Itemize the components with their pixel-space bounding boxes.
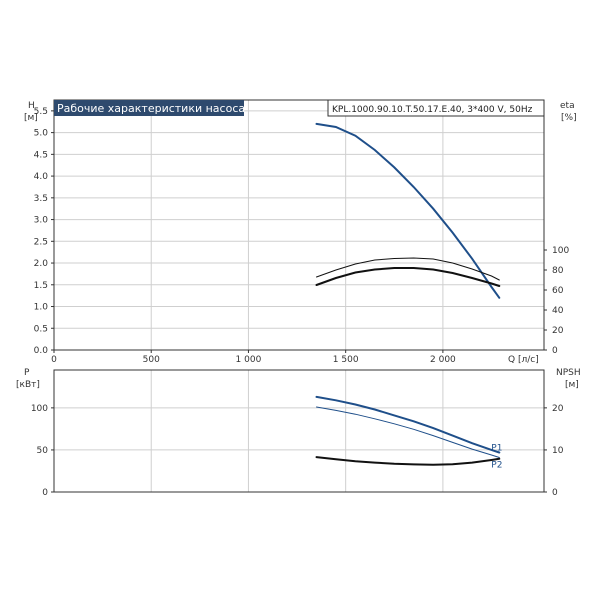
top-y-right-tick-label: 0 bbox=[552, 346, 558, 356]
bottom-series-1-line bbox=[316, 406, 500, 458]
top-series-2-line bbox=[315, 267, 501, 287]
bottom-y-left-tick-label: 50 bbox=[37, 446, 49, 456]
series-label-p2: P2 bbox=[491, 461, 502, 471]
bottom-y-left-tick-label: 100 bbox=[31, 404, 48, 414]
bottom-y-left-tick-label: 0 bbox=[42, 488, 48, 498]
top-series-1-line bbox=[316, 257, 500, 281]
y-left-label: H bbox=[28, 101, 35, 111]
y-right-unit: [%] bbox=[561, 113, 577, 123]
chart-title-box bbox=[54, 100, 244, 116]
top-y-right-tick-label: 60 bbox=[552, 286, 564, 296]
y-right-unit-bottom: [м] bbox=[565, 380, 579, 390]
bottom-series-2-line bbox=[315, 456, 501, 466]
top-y-left-tick-label: 3.5 bbox=[34, 194, 48, 204]
bottom-y-right-tick-label: 10 bbox=[552, 446, 564, 456]
x-axis-label: Q [л/с] bbox=[508, 355, 539, 365]
top-y-left-tick-label: 4.5 bbox=[34, 150, 48, 160]
power-npsh-chart: 0 50 100 0 10 20 P1 P2 P [кВт] NPSH [м] bbox=[16, 368, 581, 498]
model-label: KPL.1000.90.10.T.50.17.E.40, 3*400 V, 50… bbox=[332, 105, 533, 115]
bottom-y-right-tick-label: 20 bbox=[552, 404, 564, 414]
top-y-right-tick-label: 80 bbox=[552, 266, 564, 276]
x-tick-label: 0 bbox=[51, 355, 57, 365]
x-tick-label: 500 bbox=[143, 355, 160, 365]
chart-title: Рабочие характеристики насоса bbox=[57, 102, 245, 115]
y-left-unit-bottom: [кВт] bbox=[16, 380, 40, 390]
top-y-left-tick-label: 1.0 bbox=[34, 303, 49, 313]
top-y-left-tick-label: 2.0 bbox=[34, 259, 49, 269]
x-tick-label: 1 000 bbox=[236, 355, 262, 365]
bottom-plot-frame bbox=[53, 369, 545, 493]
y-left-label-bottom: P bbox=[24, 368, 30, 378]
top-y-left-tick-label: 0.5 bbox=[34, 324, 48, 334]
x-tick-label: 2 000 bbox=[430, 355, 456, 365]
x-tick-label: 1 500 bbox=[333, 355, 359, 365]
top-plot-frame bbox=[53, 99, 545, 351]
y-right-label-bottom: NPSH bbox=[556, 368, 581, 378]
top-y-right-tick-label: 100 bbox=[552, 246, 569, 256]
top-y-right-tick-label: 40 bbox=[552, 306, 564, 316]
top-series-0-line bbox=[315, 122, 501, 299]
y-right-label: eta bbox=[560, 101, 575, 111]
head-efficiency-chart: 0.0 0.5 1.0 1.5 2.0 2.5 3.0 3.5 4.0 4.5 5.0 5.5 0 20 4… bbox=[24, 99, 577, 365]
top-y-right-tick-label: 20 bbox=[552, 326, 564, 336]
y-left-unit: [м] bbox=[24, 113, 38, 123]
top-y-left-tick-label: 3.0 bbox=[34, 216, 49, 226]
model-label-box bbox=[327, 99, 545, 117]
top-y-left-tick-label: 5.5 bbox=[34, 107, 48, 117]
bottom-y-right-tick-label: 0 bbox=[552, 488, 558, 498]
series-label-p1: P1 bbox=[491, 443, 502, 453]
top-y-left-tick-label: 1.5 bbox=[34, 281, 48, 291]
bottom-series-0-line bbox=[315, 395, 501, 454]
top-y-left-tick-label: 4.0 bbox=[34, 172, 49, 182]
top-y-left-tick-label: 5.0 bbox=[34, 129, 49, 139]
top-y-left-tick-label: 2.5 bbox=[34, 237, 48, 247]
top-y-left-tick-label: 0.0 bbox=[34, 346, 49, 356]
